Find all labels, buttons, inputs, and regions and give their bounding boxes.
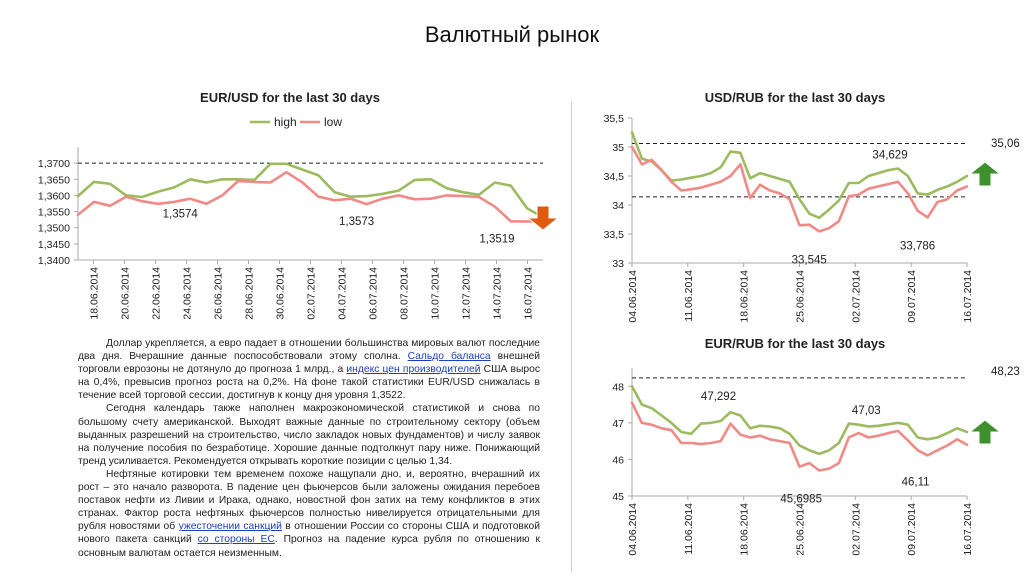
commentary-text: внешней торговли еврозоны не дотянуло до… xyxy=(78,351,540,376)
eurusd-x-tick-label: 30.06.2014 xyxy=(275,267,287,320)
usdrub-data-label: 33,545 xyxy=(792,254,827,266)
eurrub-x-tick-label: 25.06.2014 xyxy=(795,503,807,556)
usdrub-x-tick-label: 02.07.2014 xyxy=(850,270,862,323)
eurusd-x-tick-label: 26.06.2014 xyxy=(213,267,225,320)
commentary-text: США вырос на 0,4%, превысив прогноз рост… xyxy=(78,364,541,402)
commentary-text: в отношении России со стороны США и подг… xyxy=(78,521,540,546)
usdrub-chart: USD/RUB for the last 30 days 33 33,5 34 34,… xyxy=(604,90,1020,323)
eurrub-x-tick-label: 11.06.2014 xyxy=(683,503,695,555)
usdrub-y-tick-label: 33 xyxy=(612,258,624,270)
commentary-text: Нефтяные котировки тем временем похоже н… xyxy=(78,468,540,533)
usdrub-x-tick-label: 16.07.2014 xyxy=(962,270,974,323)
usdrub-x-tick-label: 04.06.2014 xyxy=(627,270,639,323)
eurrub-chart-title: EUR/RUB for the last 30 days xyxy=(705,336,886,351)
eurrub-data-label: 46,11 xyxy=(902,476,930,488)
usdrub-y-tick-label: 34,5 xyxy=(604,171,625,183)
page-title: Валютный рынок xyxy=(424,22,600,47)
usdrub-y-tick-label: 33,5 xyxy=(604,229,625,241)
eurusd-x-tick-label: 28.06.2014 xyxy=(244,267,256,320)
commentary-text: . Прогноз на падение курса рубля по отно… xyxy=(78,534,540,559)
eurusd-y-tick-label: 1,3400 xyxy=(38,255,70,267)
eurusd-y-tick-label: 1,3700 xyxy=(38,158,70,170)
eurrub-y-tick-label: 48 xyxy=(612,381,624,393)
eurusd-y-tick-label: 1,3550 xyxy=(38,207,70,219)
eurrub-x-tick-label: 02.07.2014 xyxy=(850,503,862,556)
commentary-paragraph-1: Доллар укрепляется, а евро падает в отно… xyxy=(78,337,540,402)
eurrub-y-tick-label: 47 xyxy=(612,418,624,430)
eurusd-series-high-line xyxy=(76,162,545,219)
eurrub-x-tick-label: 16.07.2014 xyxy=(962,503,974,556)
usdrub-series-high-line xyxy=(630,131,969,220)
eurusd-chart-title: EUR/USD for the last 30 days xyxy=(200,90,380,105)
legend-low-label: low xyxy=(324,115,342,129)
eurusd-x-tick-label: 18.06.2014 xyxy=(89,267,101,320)
usdrub-x-tick-label: 11.06.2014 xyxy=(683,270,695,322)
eurusd-chart: EUR/USD for the last 30 days high low 1,… xyxy=(38,90,560,320)
eurusd-x-tick-label: 14.07.2014 xyxy=(492,267,504,320)
eurrub-x-tick-label: 18.06.2014 xyxy=(739,503,751,556)
eurrub-x-tick-label: 09.07.2014 xyxy=(906,503,918,556)
eurusd-x-tick-label: 24.06.2014 xyxy=(182,267,194,320)
usdrub-x-tick-label: 18.06.2014 xyxy=(739,270,751,323)
eurusd-x-tick-label: 16.07.2014 xyxy=(523,267,535,320)
eurusd-data-label: 1,3519 xyxy=(479,234,514,246)
eurusd-series-low-line xyxy=(76,170,545,223)
sanctions-tightening-link[interactable]: ужесточении санкций xyxy=(178,521,282,533)
eurusd-y-tick-label: 1,3600 xyxy=(38,190,70,202)
market-commentary: Доллар укрепляется, а евро падает в отно… xyxy=(78,337,540,560)
eurusd-x-tick-label: 10.07.2014 xyxy=(430,267,442,320)
eurrub-data-label: 47,292 xyxy=(701,391,736,403)
usdrub-data-label: 34,629 xyxy=(872,149,907,161)
eurrub-reference-label: 48,23 xyxy=(991,366,1020,378)
legend-high-label: high xyxy=(274,115,297,129)
usdrub-data-label: 33,786 xyxy=(900,240,935,252)
eurrub-chart: EUR/RUB for the last 30 days 45 46 47 48 04.… xyxy=(612,336,1020,556)
usdrub-reference-label: 35,06 xyxy=(991,138,1020,150)
eurusd-x-tick-label: 08.07.2014 xyxy=(399,267,411,320)
trade-balance-link[interactable]: Сальдо баланса xyxy=(407,351,491,363)
eurusd-x-tick-label: 20.06.2014 xyxy=(120,267,132,320)
usdrub-chart-title: USD/RUB for the last 30 days xyxy=(705,90,886,105)
eurusd-y-tick-label: 1,3500 xyxy=(38,223,70,235)
eurusd-x-tick-label: 02.07.2014 xyxy=(306,267,318,320)
usdrub-y-tick-label: 35,5 xyxy=(604,113,625,125)
eurusd-x-tick-label: 22.06.2014 xyxy=(151,267,163,320)
eurrub-y-tick-label: 45 xyxy=(612,491,624,503)
trend-arrow-down-icon xyxy=(526,205,560,231)
eurusd-data-label: 1,3574 xyxy=(163,209,199,221)
usdrub-series-low-line xyxy=(630,145,969,233)
vertical-divider xyxy=(571,102,572,572)
eurusd-x-tick-label: 04.07.2014 xyxy=(337,267,349,320)
eurusd-y-tick-label: 1,3650 xyxy=(38,174,70,186)
eurrub-data-label: 45,6985 xyxy=(780,493,822,505)
eurusd-y-tick-label: 1,3450 xyxy=(38,239,70,251)
eurrub-series-high-line xyxy=(630,384,969,456)
usdrub-x-tick-label: 09.07.2014 xyxy=(906,270,918,323)
eurusd-x-tick-label: 12.07.2014 xyxy=(461,267,473,320)
trend-arrow-up-icon xyxy=(968,161,1002,187)
producer-price-index-link[interactable]: индекс цен производителей xyxy=(346,364,481,376)
eurusd-legend: high low xyxy=(250,115,342,129)
eurusd-x-tick-label: 06.07.2014 xyxy=(368,267,380,320)
commentary-text: Доллар укрепляется, а евро падает в отно… xyxy=(78,338,540,363)
eurrub-y-tick-label: 46 xyxy=(612,454,624,466)
usdrub-y-tick-label: 35 xyxy=(612,142,624,154)
eurrub-series-low-line xyxy=(630,401,969,472)
usdrub-y-tick-label: 34 xyxy=(612,200,624,212)
commentary-paragraph-3: Нефтяные котировки тем временем похоже н… xyxy=(78,468,540,560)
usdrub-x-tick-label: 25.06.2014 xyxy=(795,270,807,323)
eurrub-x-tick-label: 04.06.2014 xyxy=(627,503,639,556)
eurrub-data-label: 47,03 xyxy=(852,405,881,417)
trend-arrow-up-icon xyxy=(968,419,1002,445)
eurusd-data-label: 1,3573 xyxy=(339,216,374,228)
eu-sanctions-link[interactable]: со стороны ЕС xyxy=(197,534,275,546)
commentary-paragraph-2: Сегодня календарь также наполнен макроэк… xyxy=(78,403,540,467)
